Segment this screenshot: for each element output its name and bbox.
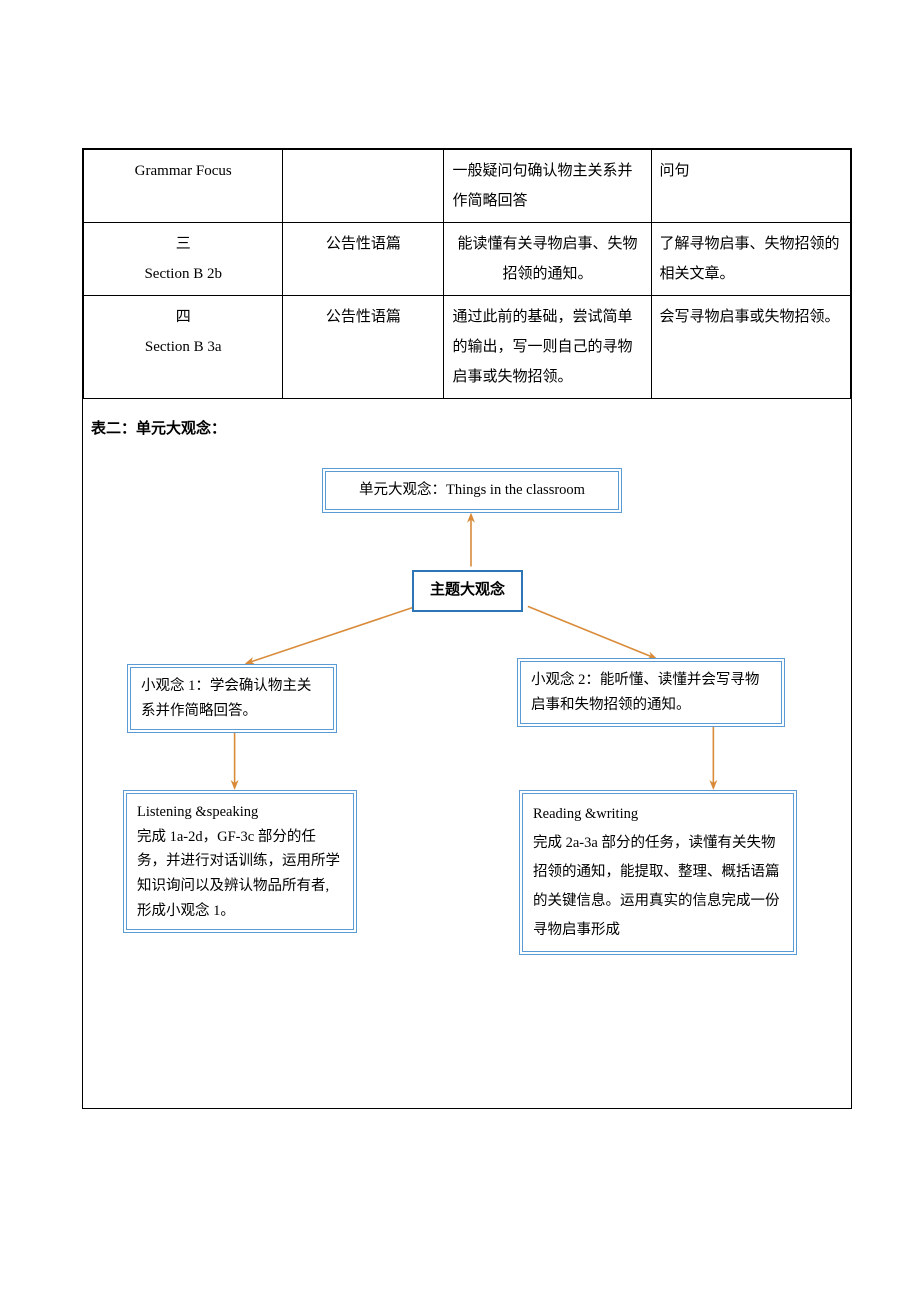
lesson-table: Grammar Focus 一般疑问句确认物主关系并作简略回答 问句 三 Sec…	[83, 149, 851, 399]
cell-c0: Grammar Focus	[84, 150, 283, 223]
right-detail-title: Reading &writing	[533, 806, 638, 822]
right-detail-box: Reading &writing 完成 2a-3a 部分的任务，读懂有关失物招领…	[519, 790, 797, 955]
center-concept-box: 主题大观念	[412, 570, 523, 612]
cell-c2: 一般疑问句确认物主关系并作简略回答	[444, 150, 651, 223]
below-table-region: 表二：单元大观念： 单元大观念：Things in the classro	[83, 399, 851, 1108]
cell-c2: 通过此前的基础，尝试简单的输出，写一则自己的寻物启事或失物招领。	[444, 296, 651, 399]
right-concept-box: 小观念 2：能听懂、读懂并会写寻物启事和失物招领的通知。	[517, 658, 785, 727]
cell-c1: 公告性语篇	[283, 296, 444, 399]
left-detail-title: Listening &speaking	[137, 804, 258, 820]
cell-c3: 了解寻物启事、失物招领的相关文章。	[651, 223, 850, 296]
right-concept-text: 小观念 2：能听懂、读懂并会写寻物启事和失物招领的通知。	[520, 661, 782, 724]
table-row: Grammar Focus 一般疑问句确认物主关系并作简略回答 问句	[84, 150, 851, 223]
table-row: 四 Section B 3a 公告性语篇 通过此前的基础，尝试简单的输出，写一则…	[84, 296, 851, 399]
cell-c3: 问句	[651, 150, 850, 223]
top-concept-text: 单元大观念：Things in the classroom	[325, 471, 619, 510]
page-container: Grammar Focus 一般疑问句确认物主关系并作简略回答 问句 三 Sec…	[82, 148, 852, 1109]
cell-c1: 公告性语篇	[283, 223, 444, 296]
section-title: 表二：单元大观念：	[87, 399, 847, 448]
left-detail-body: 完成 1a-2d，GF-3c 部分的任务，并进行对话训练，运用所学知识询问以及辨…	[137, 829, 340, 919]
cell-c0-line1: 三	[176, 236, 191, 252]
table-row: 三 Section B 2b 公告性语篇 能读懂有关寻物启事、失物招领的通知。 …	[84, 223, 851, 296]
left-detail-inner: Listening &speaking 完成 1a-2d，GF-3c 部分的任务…	[126, 793, 354, 930]
cell-c2: 能读懂有关寻物启事、失物招领的通知。	[444, 223, 651, 296]
cell-c1	[283, 150, 444, 223]
left-detail-box: Listening &speaking 完成 1a-2d，GF-3c 部分的任务…	[123, 790, 357, 933]
cell-c0-line2: Section B 2b	[144, 266, 222, 282]
right-detail-body: 完成 2a-3a 部分的任务，读懂有关失物招领的通知，能提取、整理、概括语篇的关…	[533, 835, 780, 938]
arrow-right-icon	[528, 606, 656, 658]
diagram-arrows-svg	[87, 448, 847, 1088]
cell-c0: 四 Section B 3a	[84, 296, 283, 399]
left-concept-box: 小观念 1：学会确认物主关系并作简略回答。	[127, 664, 337, 733]
cell-c0-line1: 四	[176, 309, 191, 325]
cell-c3: 会写寻物启事或失物招领。	[651, 296, 850, 399]
top-concept-box: 单元大观念：Things in the classroom	[322, 468, 622, 513]
concept-diagram: 单元大观念：Things in the classroom 主题大观念 小观念 …	[87, 448, 847, 1088]
right-detail-inner: Reading &writing 完成 2a-3a 部分的任务，读懂有关失物招领…	[522, 793, 794, 952]
arrow-left-icon	[247, 606, 417, 663]
cell-c0: 三 Section B 2b	[84, 223, 283, 296]
left-concept-text: 小观念 1：学会确认物主关系并作简略回答。	[130, 667, 334, 730]
cell-c0-line2: Section B 3a	[145, 339, 222, 355]
